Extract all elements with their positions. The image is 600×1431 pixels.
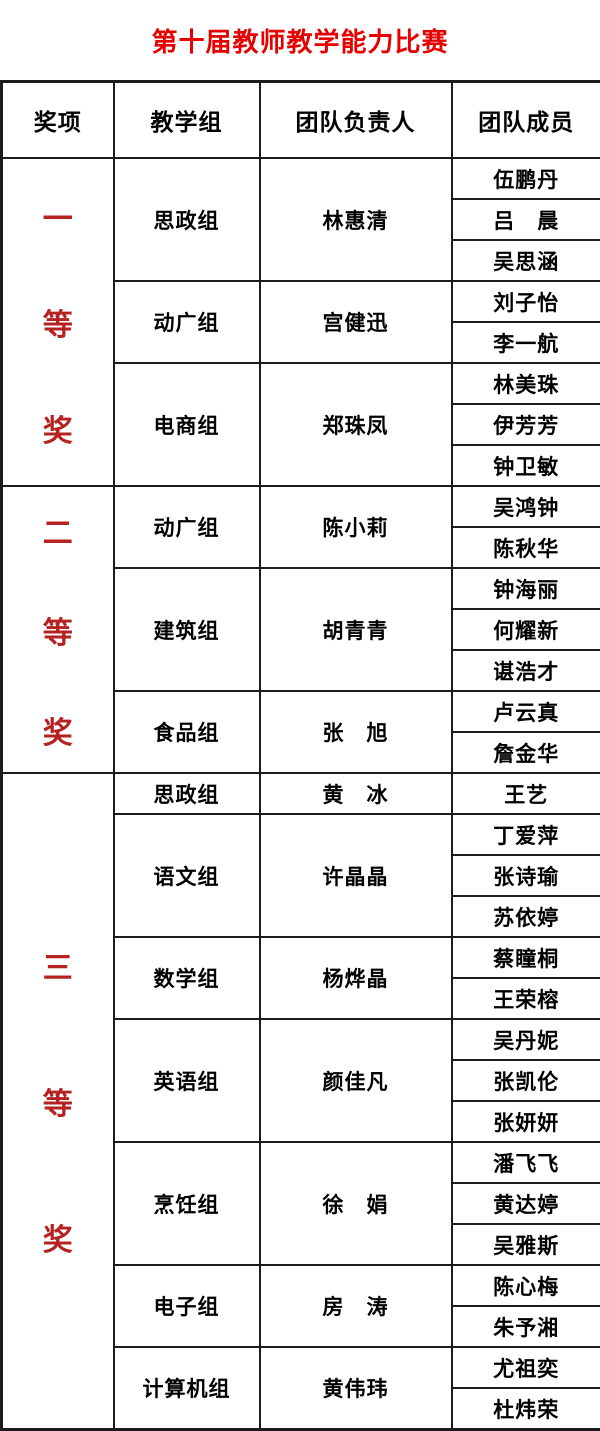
award-char: 等 <box>43 1079 73 1123</box>
member-cell: 伊芳芳 <box>452 404 600 445</box>
award-char: 等 <box>43 608 73 652</box>
column-header-member: 团队成员 <box>452 82 600 159</box>
group-cell: 电商组 <box>114 363 260 486</box>
award-cell-second-prize: 二 等 奖 <box>2 486 114 773</box>
member-cell: 谌浩才 <box>452 650 600 691</box>
member-cell: 钟海丽 <box>452 568 600 609</box>
leader-cell: 陈小莉 <box>260 486 452 568</box>
member-cell: 吴丹妮 <box>452 1019 600 1060</box>
member-cell: 吴思涵 <box>452 240 600 281</box>
group-cell: 食品组 <box>114 691 260 773</box>
member-cell: 张妍妍 <box>452 1101 600 1142</box>
group-cell: 烹饪组 <box>114 1142 260 1265</box>
award-char: 奖 <box>43 406 73 450</box>
member-cell: 杜炜荣 <box>452 1388 600 1430</box>
member-cell: 林美珠 <box>452 363 600 404</box>
leader-cell: 林惠清 <box>260 158 452 281</box>
member-cell: 黄达婷 <box>452 1183 600 1224</box>
member-cell: 蔡瞳桐 <box>452 937 600 978</box>
leader-cell: 杨烨晶 <box>260 937 452 1019</box>
group-cell: 动广组 <box>114 486 260 568</box>
column-header-award: 奖项 <box>2 82 114 159</box>
member-cell: 潘飞飞 <box>452 1142 600 1183</box>
leader-cell: 张 旭 <box>260 691 452 773</box>
award-results-table: 奖项 教学组 团队负责人 团队成员 一 等 奖 思政组 林惠清 伍鹏丹 <box>0 80 600 1431</box>
member-cell: 王艺 <box>452 773 600 814</box>
group-cell: 思政组 <box>114 158 260 281</box>
member-cell: 吕 晨 <box>452 199 600 240</box>
leader-cell: 颜佳凡 <box>260 1019 452 1142</box>
member-cell: 卢云真 <box>452 691 600 732</box>
award-char: 三 <box>43 943 73 987</box>
award-label: 二 等 奖 <box>3 508 113 752</box>
leader-cell: 许晶晶 <box>260 814 452 937</box>
leader-cell: 宫健迅 <box>260 281 452 363</box>
award-char: 奖 <box>43 708 73 752</box>
award-cell-third-prize: 三 等 奖 <box>2 773 114 1430</box>
column-header-group: 教学组 <box>114 82 260 159</box>
member-cell: 李一航 <box>452 322 600 363</box>
group-cell: 计算机组 <box>114 1347 260 1430</box>
leader-cell: 郑珠凤 <box>260 363 452 486</box>
member-cell: 吴雅斯 <box>452 1224 600 1265</box>
award-label: 一 等 奖 <box>3 194 113 450</box>
group-cell: 数学组 <box>114 937 260 1019</box>
award-cell-first-prize: 一 等 奖 <box>2 158 114 486</box>
leader-cell: 房 涛 <box>260 1265 452 1347</box>
member-cell: 钟卫敏 <box>452 445 600 486</box>
group-cell: 电子组 <box>114 1265 260 1347</box>
member-cell: 陈心梅 <box>452 1265 600 1306</box>
header-row: 奖项 教学组 团队负责人 团队成员 <box>2 82 600 159</box>
title-bar: 第十届教师教学能力比赛 <box>0 0 600 80</box>
leader-cell: 胡青青 <box>260 568 452 691</box>
member-cell: 伍鹏丹 <box>452 158 600 199</box>
member-cell: 陈秋华 <box>452 527 600 568</box>
column-header-leader: 团队负责人 <box>260 82 452 159</box>
leader-cell: 黄伟玮 <box>260 1347 452 1430</box>
group-cell: 英语组 <box>114 1019 260 1142</box>
group-cell: 动广组 <box>114 281 260 363</box>
group-cell: 语文组 <box>114 814 260 937</box>
leader-cell: 黄 冰 <box>260 773 452 814</box>
member-cell: 苏依婷 <box>452 896 600 937</box>
member-cell: 何耀新 <box>452 609 600 650</box>
page-title: 第十届教师教学能力比赛 <box>151 22 448 59</box>
member-cell: 刘子怡 <box>452 281 600 322</box>
award-char: 一 <box>43 194 73 238</box>
member-cell: 张诗瑜 <box>452 855 600 896</box>
award-char: 二 <box>43 508 73 552</box>
member-cell: 王荣榕 <box>452 978 600 1019</box>
award-char: 等 <box>43 300 73 344</box>
member-cell: 尤祖奕 <box>452 1347 600 1388</box>
group-cell: 建筑组 <box>114 568 260 691</box>
award-char: 奖 <box>43 1215 73 1259</box>
member-cell: 詹金华 <box>452 732 600 773</box>
table-row: 三 等 奖 思政组 黄 冰 王艺 <box>2 773 600 814</box>
member-cell: 张凯伦 <box>452 1060 600 1101</box>
leader-cell: 徐 娟 <box>260 1142 452 1265</box>
group-cell: 思政组 <box>114 773 260 814</box>
award-label: 三 等 奖 <box>3 943 113 1259</box>
member-cell: 吴鸿钟 <box>452 486 600 527</box>
member-cell: 朱予湘 <box>452 1306 600 1347</box>
table-row: 一 等 奖 思政组 林惠清 伍鹏丹 <box>2 158 600 199</box>
member-cell: 丁爱萍 <box>452 814 600 855</box>
table-row: 二 等 奖 动广组 陈小莉 吴鸿钟 <box>2 486 600 527</box>
